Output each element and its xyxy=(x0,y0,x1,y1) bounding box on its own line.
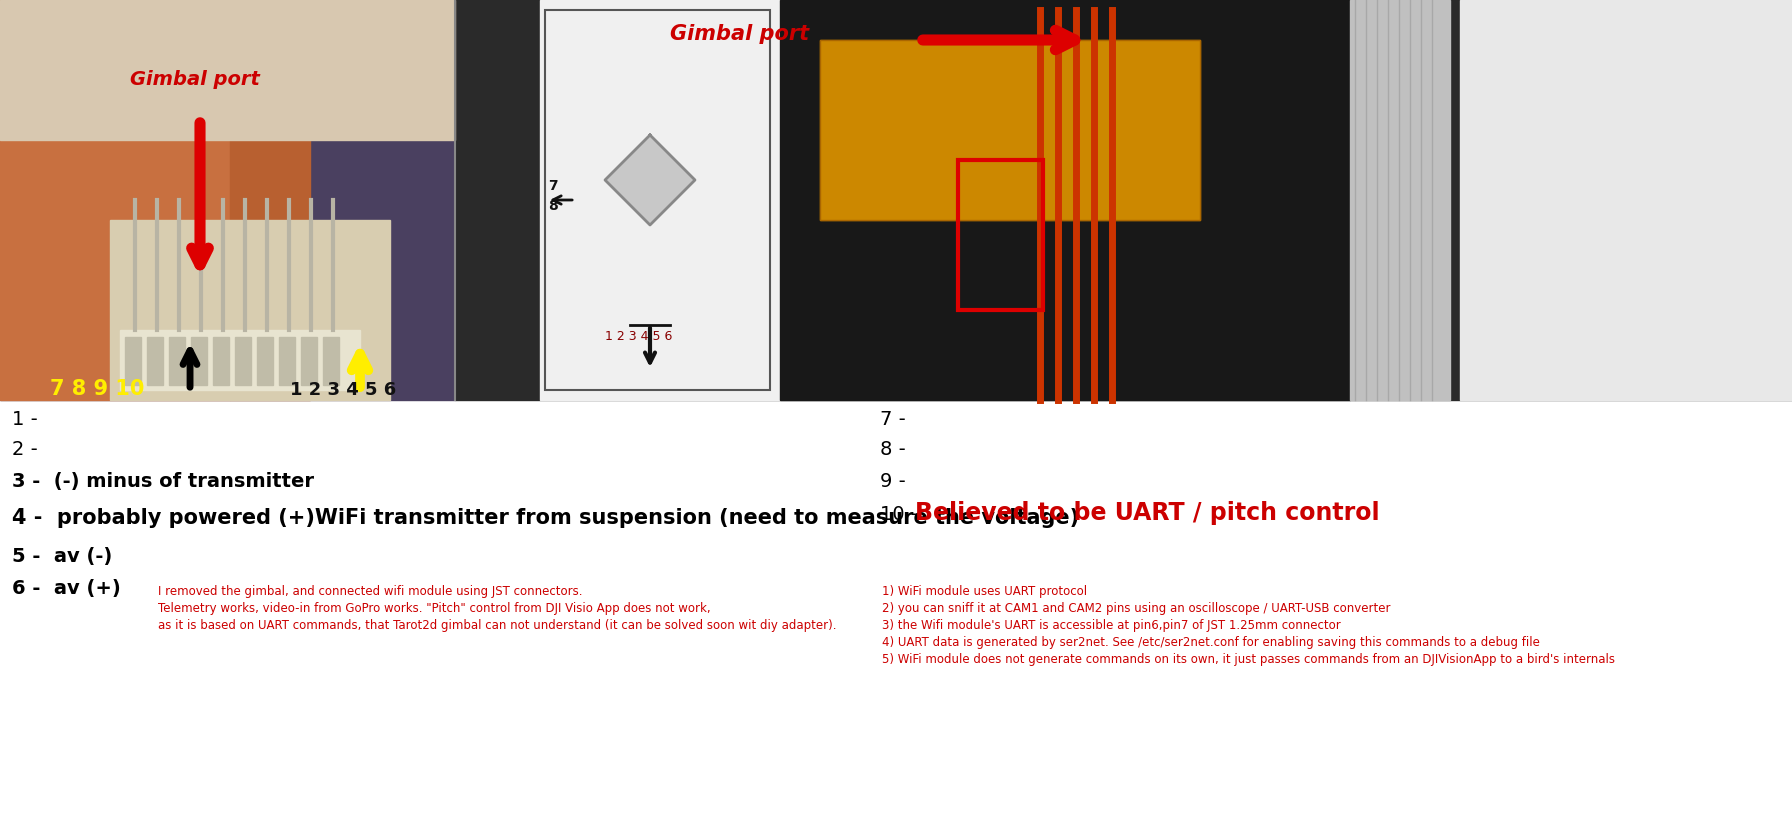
Bar xyxy=(120,330,360,390)
Bar xyxy=(0,400,1792,840)
Text: I removed the gimbal, and connected wifi module using JST connectors.
Telemetry : I removed the gimbal, and connected wifi… xyxy=(158,585,837,632)
Text: 7: 7 xyxy=(548,179,557,193)
Text: 1 2 3 4 5 6: 1 2 3 4 5 6 xyxy=(290,381,396,399)
Text: 3 -  (-) minus of transmitter: 3 - (-) minus of transmitter xyxy=(13,472,314,491)
Bar xyxy=(780,0,1349,400)
Text: Gimbal port: Gimbal port xyxy=(670,24,810,44)
Bar xyxy=(235,337,251,385)
Text: 8: 8 xyxy=(548,199,557,213)
Text: 5 -  av (-): 5 - av (-) xyxy=(13,547,113,566)
Text: 10 -: 10 - xyxy=(880,505,918,524)
Text: 9 -: 9 - xyxy=(880,472,905,491)
Bar xyxy=(539,0,780,400)
Bar xyxy=(1349,0,1450,400)
Text: 2 -: 2 - xyxy=(13,440,38,459)
Bar xyxy=(821,40,1201,220)
Text: 1) WiFi module uses UART protocol
2) you can sniff it at CAM1 and CAM2 pins usin: 1) WiFi module uses UART protocol 2) you… xyxy=(882,585,1615,666)
Text: 8 -: 8 - xyxy=(880,440,905,459)
Bar xyxy=(256,337,272,385)
Bar xyxy=(192,337,208,385)
Text: Believed to be UART / pitch control: Believed to be UART / pitch control xyxy=(916,501,1380,525)
Bar xyxy=(0,0,229,400)
Bar xyxy=(109,220,391,400)
Bar xyxy=(0,0,455,140)
Text: Gimbal port: Gimbal port xyxy=(131,70,260,89)
Bar xyxy=(280,337,296,385)
Text: 1 -: 1 - xyxy=(13,410,38,429)
Bar xyxy=(821,40,1201,220)
Text: 1 2 3 4 5 6: 1 2 3 4 5 6 xyxy=(606,330,672,343)
Bar xyxy=(229,0,310,400)
Text: 7 8 9 10: 7 8 9 10 xyxy=(50,379,145,399)
Bar xyxy=(959,160,1043,310)
Bar xyxy=(545,10,771,390)
Text: 6 -  av (+): 6 - av (+) xyxy=(13,579,120,598)
Bar xyxy=(455,0,1792,400)
Bar xyxy=(147,337,163,385)
Text: 4 -  probably powered (+)WiFi transmitter from suspension (need to measure the v: 4 - probably powered (+)WiFi transmitter… xyxy=(13,508,1079,528)
Bar xyxy=(323,337,339,385)
Bar xyxy=(168,337,185,385)
Bar xyxy=(213,337,229,385)
Bar xyxy=(1460,0,1792,400)
Bar xyxy=(125,337,142,385)
Bar xyxy=(301,337,317,385)
Polygon shape xyxy=(606,135,695,225)
Bar xyxy=(0,0,455,400)
Text: 7 -: 7 - xyxy=(880,410,905,429)
